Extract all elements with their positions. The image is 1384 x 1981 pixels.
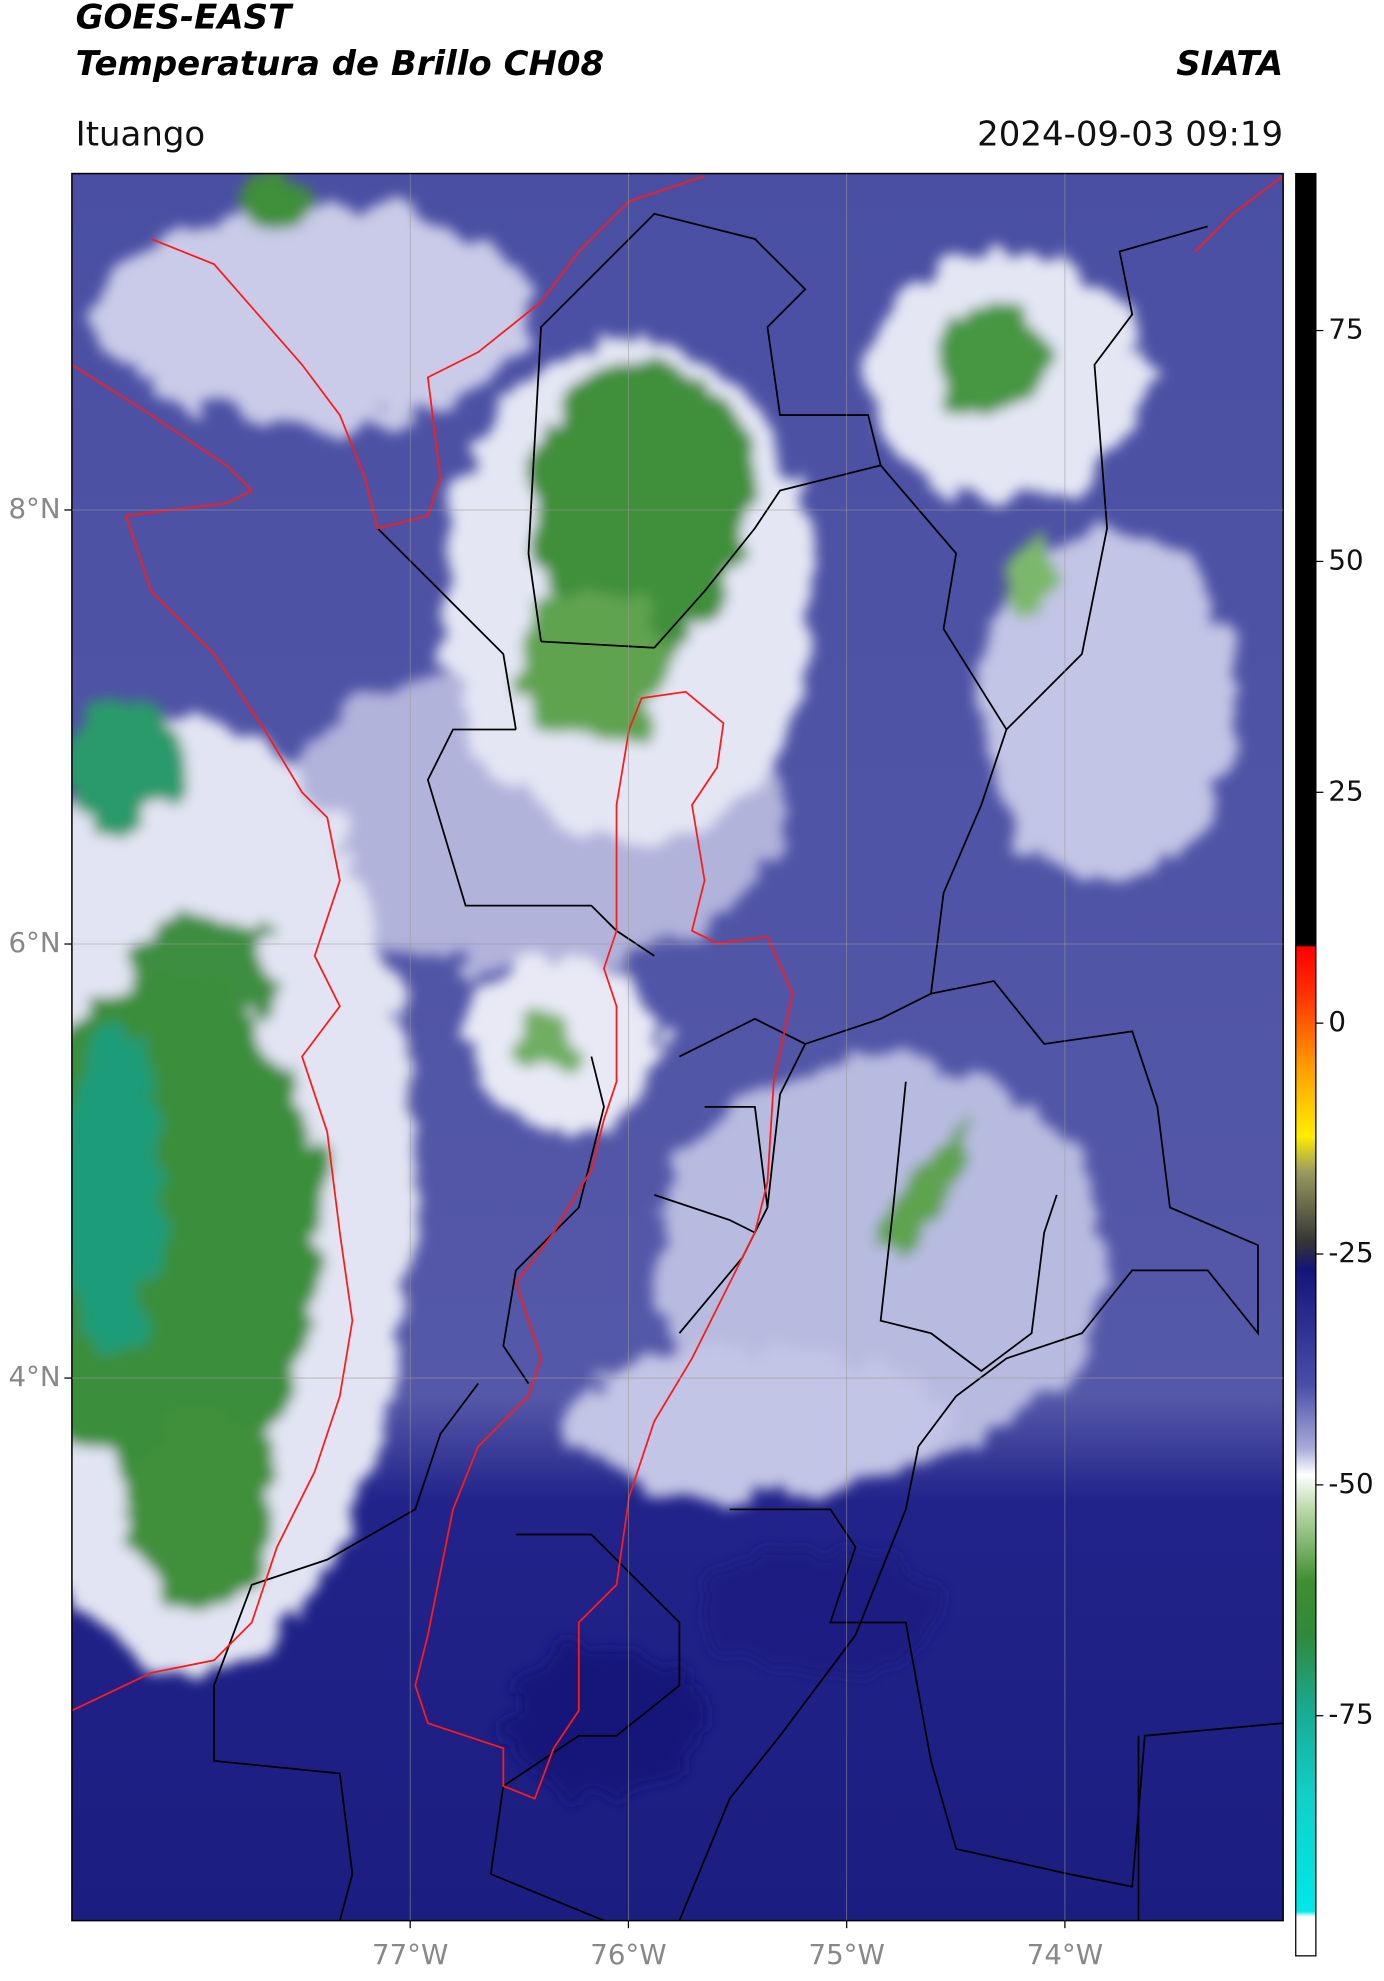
colorbar-label: 0 <box>1328 1005 1346 1038</box>
organization: SIATA <box>1176 44 1283 84</box>
colorbar-label: -75 <box>1328 1698 1373 1731</box>
x-tick-label: 76°W <box>590 1938 666 1971</box>
x-tick-label: 74°W <box>1027 1938 1103 1971</box>
x-tick-label: 77°W <box>372 1938 448 1971</box>
y-tick-label: 8°N <box>8 492 60 525</box>
colorbar-label: 25 <box>1328 774 1363 807</box>
x-tick-label: 75°W <box>808 1938 884 1971</box>
colorbar-label: -25 <box>1328 1236 1373 1269</box>
y-tick-label: 6°N <box>8 926 60 959</box>
timestamp: 2024-09-03 09:19 <box>977 114 1283 154</box>
colorbar <box>1295 172 1317 1957</box>
satellite-image <box>71 173 1284 1921</box>
colorbar-label: -50 <box>1328 1467 1373 1500</box>
subtitle: Temperatura de Brillo CH08 <box>76 44 604 84</box>
colorbar-label: 75 <box>1328 313 1363 346</box>
title: GOES-EAST <box>76 0 294 37</box>
y-tick-label: 4°N <box>8 1360 60 1393</box>
colorbar-label: 50 <box>1328 543 1363 576</box>
map-frame <box>71 172 1284 1922</box>
location: Ituango <box>76 114 206 154</box>
